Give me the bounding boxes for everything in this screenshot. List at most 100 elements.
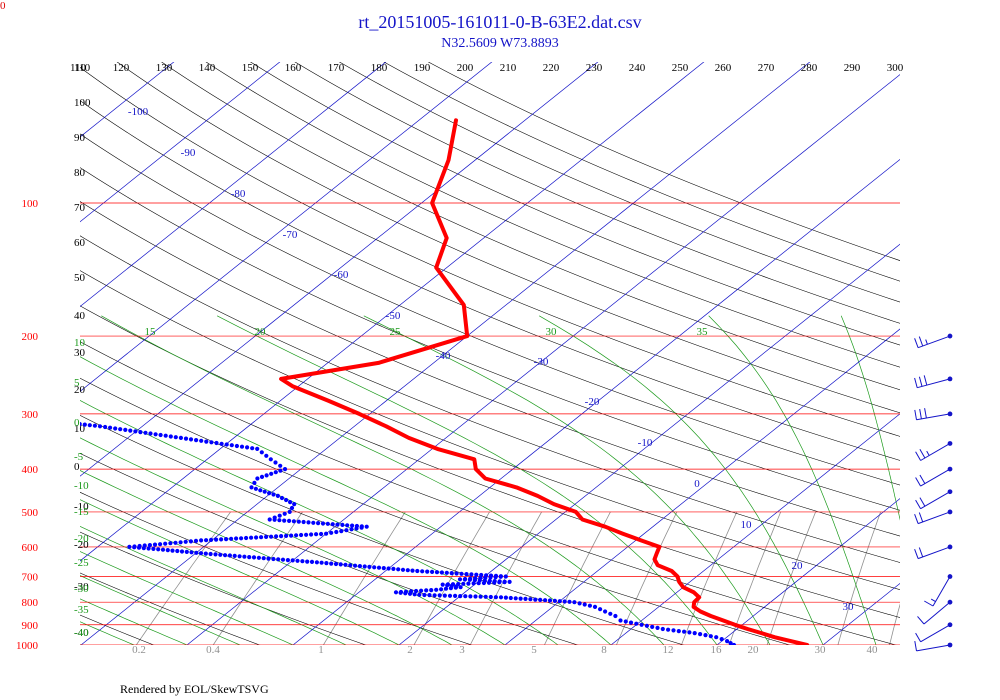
- dewpoint-point: [279, 495, 285, 501]
- dewpoint-point: [330, 522, 335, 527]
- dewpoint-point: [183, 436, 189, 441]
- dewpoint-point: [598, 607, 603, 612]
- dewpoint-point: [168, 434, 173, 439]
- wind-barb-flag: [918, 547, 924, 558]
- theta-left-label: 60: [74, 237, 86, 249]
- moist-left-label: -40: [74, 627, 89, 639]
- dewpoint-point: [229, 536, 234, 541]
- dry-adiabat-line: [116, 62, 900, 414]
- moist-adiabat-line: [80, 437, 506, 645]
- dewpoint-point: [498, 574, 503, 579]
- dewpoint-point: [381, 566, 386, 571]
- dewpoint-point: [82, 422, 87, 427]
- dewpoint-point: [300, 559, 305, 564]
- dry-adiabat-line: [80, 531, 367, 645]
- dewpoint-point: [443, 586, 449, 591]
- mixing-ratio-label: 8: [601, 644, 607, 656]
- dewpoint-point: [484, 573, 489, 578]
- dewpoint-point: [284, 533, 289, 539]
- dewpoint-point: [427, 593, 432, 598]
- dewpoint-point: [523, 596, 528, 602]
- wind-barb-flag: [924, 600, 934, 607]
- dewpoint-point: [227, 553, 232, 558]
- wind-barb-flag: [919, 409, 922, 419]
- dry-adiabat-line: [80, 67, 900, 437]
- dewpoint-point: [288, 500, 293, 505]
- dewpoint-point: [282, 467, 288, 472]
- wind-barb-half-flag: [930, 598, 936, 603]
- isotherm-label: -60: [334, 269, 349, 281]
- mixing-ratio-label: 12: [663, 644, 674, 656]
- moist-left-label: 10: [74, 337, 86, 349]
- theta-top-label: 240: [629, 62, 646, 74]
- dewpoint-point: [603, 609, 608, 614]
- dewpoint-point: [429, 588, 434, 593]
- dewpoint-point: [52, 419, 56, 423]
- dewpoint-point: [188, 437, 194, 442]
- moist-adiabat-line: [708, 315, 877, 645]
- dewpoint-point: [278, 463, 283, 468]
- mixing-ratio-label: 1: [318, 644, 324, 656]
- dewpoint-point: [655, 625, 660, 631]
- dewpoint-point: [502, 579, 507, 584]
- dewpoint-point: [245, 445, 250, 450]
- wind-barb: [914, 333, 953, 349]
- dewpoint-point: [608, 611, 613, 616]
- isotherm-lines: [80, 62, 900, 645]
- dewpoint-point: [353, 563, 358, 568]
- dewpoint-point: [289, 505, 295, 511]
- dewpoint-point: [447, 593, 453, 598]
- dewpoint-point: [311, 520, 316, 525]
- dewpoint-point: [269, 471, 274, 476]
- dewpoint-point: [108, 425, 113, 430]
- dewpoint-point: [343, 562, 348, 567]
- dry-adiabat-line: [294, 62, 900, 324]
- dewpoint-point: [277, 513, 282, 518]
- dewpoint-point: [728, 641, 733, 645]
- pressure-label: 700: [22, 572, 39, 584]
- isotherm-label: -70: [283, 229, 298, 241]
- dewpoint-point: [142, 543, 147, 548]
- moist-left-label: -25: [74, 557, 89, 569]
- dewpoint-point: [271, 556, 276, 562]
- dewpoint-point: [454, 571, 459, 576]
- dewpoint-point: [469, 572, 474, 577]
- dewpoint-point: [253, 486, 258, 491]
- mixing-ratio-label: 3: [459, 644, 465, 656]
- dewpoint-point: [92, 423, 97, 428]
- wind-barb-station: [947, 642, 953, 648]
- pressure-label: 100: [22, 198, 39, 210]
- wind-barb-flag: [917, 616, 925, 625]
- dewpoint-point: [1, 414, 5, 418]
- dewpoint-point: [151, 546, 156, 552]
- dewpoint-point: [170, 548, 175, 553]
- dewpoint-point: [249, 485, 254, 490]
- dry-adiabat-line: [80, 491, 473, 645]
- dewpoint-point: [396, 567, 401, 572]
- theta-left-label: 110: [74, 62, 91, 74]
- dewpoint-point: [449, 571, 454, 576]
- dewpoint-point: [137, 543, 142, 549]
- isotherm-label: -100: [128, 106, 149, 118]
- moist-adiabat-line: [80, 356, 612, 645]
- dewpoint-point: [316, 521, 321, 526]
- dewpoint-point: [287, 518, 292, 524]
- dewpoint-point: [198, 551, 204, 556]
- dewpoint-point: [464, 572, 469, 577]
- dewpoint-point: [259, 535, 264, 540]
- wind-barb-station: [947, 509, 953, 515]
- dewpoint-point: [247, 555, 252, 560]
- wind-barb-flag: [918, 512, 924, 523]
- dewpoint-point: [453, 593, 458, 599]
- moist-adiabat-line: [80, 621, 135, 645]
- dewpoint-point: [682, 629, 687, 634]
- mixing-ratio-line: [544, 511, 611, 645]
- wind-barb: [914, 544, 953, 560]
- dewpoint-point: [498, 595, 504, 600]
- dewpoint-point: [138, 430, 143, 435]
- mixing-ratio-line: [616, 511, 678, 645]
- dewpoint-point: [250, 446, 255, 451]
- dewpoint-point: [7, 414, 11, 418]
- theta-left-label: 80: [74, 167, 86, 179]
- dewpoint-point: [143, 430, 148, 435]
